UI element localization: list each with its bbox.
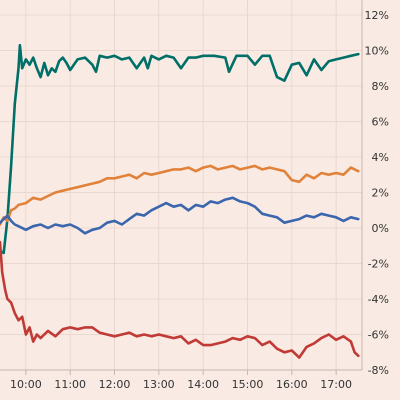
series-line-2 [0,164,360,226]
y-tick-label: -6% [368,329,389,342]
x-tick-label: 16:00 [276,378,308,391]
x-tick-label: 10:00 [10,378,42,391]
x-tick-label: 17:00 [320,378,352,391]
x-tick-label: 12:00 [99,378,131,391]
y-tick-label: 4% [372,151,389,164]
y-tick-label: 2% [372,187,389,200]
series-line-1 [0,43,360,255]
x-tick-label: 15:00 [232,378,264,391]
x-tick-label: 14:00 [187,378,219,391]
x-tick-label: 11:00 [54,378,86,391]
y-tick-label: -2% [368,258,389,271]
y-tick-label: 12% [365,9,389,22]
y-tick-label: -8% [368,364,389,377]
x-tick-label: 13:00 [143,378,175,391]
y-tick-label: 6% [372,116,389,129]
y-tick-label: 8% [372,80,389,93]
series-line-3 [0,196,360,235]
series-lines [0,43,360,359]
series-line-4 [0,240,360,359]
tick-labels: 12% 10% 8% 6% 4% 2% 0% -2% -4% -6% -8% 10:00 11:00 12… [10,9,389,391]
y-tick-label: 10% [365,45,389,58]
axes [0,0,363,375]
y-tick-label: 0% [372,222,389,235]
y-tick-label: -4% [368,293,389,306]
